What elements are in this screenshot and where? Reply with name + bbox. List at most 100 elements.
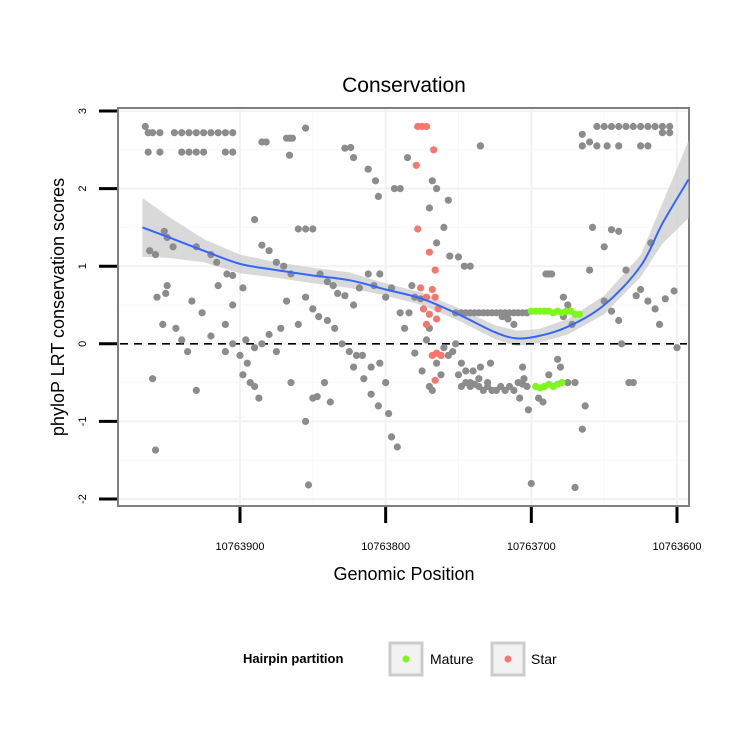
data-point-other [396,185,404,193]
data-point-other [422,336,431,344]
data-point-other [600,122,608,131]
data-point-other [644,297,652,305]
data-point-other [350,301,358,309]
data-point-other [673,344,681,352]
data-point-other [350,154,358,162]
x-axis-title: Genomic Position [333,564,474,584]
data-point-other [358,351,366,359]
data-point-other [355,284,363,292]
x-tick-label: 10763600 [653,541,702,553]
data-point-other [345,348,353,356]
x-axis: 10763900 10763800 10763700 10763600 [216,507,702,553]
data-point-other [192,129,200,137]
data-point-other [185,129,193,137]
legend-label-star: Star [531,651,557,667]
data-point-other [258,241,266,249]
data-point-other [401,324,409,332]
y-tick-label: 0 [77,341,89,347]
data-point-other [221,320,229,328]
data-point-star [425,310,433,318]
y-axis-title: phyloP LRT conservation scores [48,178,68,436]
data-point-other [460,262,468,270]
y-tick-label: 3 [77,108,89,114]
data-point-other [405,309,413,317]
data-point-other [347,143,355,152]
data-point-other [425,204,433,212]
data-point-other [221,129,229,137]
data-point-other [655,320,664,328]
data-point-other [207,129,215,137]
data-point-other [302,124,310,132]
data-point-other [172,324,180,332]
data-point-other [387,433,396,441]
data-point-other [637,122,645,131]
data-point-other [476,363,484,371]
data-point-other [323,316,331,325]
data-point-mature [558,379,566,387]
data-point-star [433,315,441,323]
data-point-other [578,130,586,138]
data-point-other [185,148,193,156]
data-point-other [559,293,568,301]
data-point-other [251,216,259,224]
data-point-other [151,446,160,454]
data-point-other [618,340,626,348]
data-point-other [184,348,192,356]
data-point-other [469,367,477,375]
data-point-other [188,297,196,305]
data-point-other [178,129,186,137]
data-point-other [213,258,221,266]
data-point-other [382,293,390,301]
data-point-other [554,355,562,363]
data-point-other [374,402,382,410]
data-point-other [527,479,535,488]
data-point-other [607,307,616,315]
data-point-other [258,340,266,348]
data-point-other [223,270,231,278]
x-tick-label: 10763800 [361,541,410,553]
data-point-other [564,379,572,387]
data-point-other [192,148,200,156]
data-point-other [251,344,259,352]
data-point-star [419,305,428,313]
data-point-other [622,122,630,131]
data-point-star [437,351,445,359]
data-point-star [417,284,425,292]
data-point-other [323,278,331,286]
data-point-other [272,258,280,266]
data-point-other [637,142,645,150]
data-point-other [302,417,310,425]
data-point-other [376,359,384,367]
data-point-other [454,371,463,379]
legend-swatch-star [504,655,512,663]
data-point-other [341,144,349,152]
data-point-other [408,282,416,290]
data-point-other [498,313,506,321]
data-point-other [454,253,463,261]
data-point-other [510,386,518,394]
data-point-star [431,266,439,274]
data-point-other [294,320,302,328]
data-point-other [149,129,157,137]
data-point-other [593,122,601,131]
legend-swatch-mature [402,655,410,663]
data-point-other [581,402,589,410]
data-point-star [428,285,436,294]
data-point-star [414,225,422,233]
data-point-other [658,122,667,131]
data-point-other [629,379,637,387]
smooth-trend-line [142,178,690,340]
data-point-other [524,406,533,414]
data-point-other [670,287,678,295]
data-point-other [446,252,454,260]
data-point-other [578,425,586,433]
data-point-other [302,225,310,233]
data-point-other [444,196,452,204]
legend-label-mature: Mature [430,651,474,667]
data-point-other [221,348,229,356]
data-point-other [571,379,579,387]
data-point-other [462,367,470,375]
data-point-star [425,248,433,256]
data-point-other [229,301,237,309]
data-point-other [390,185,398,193]
